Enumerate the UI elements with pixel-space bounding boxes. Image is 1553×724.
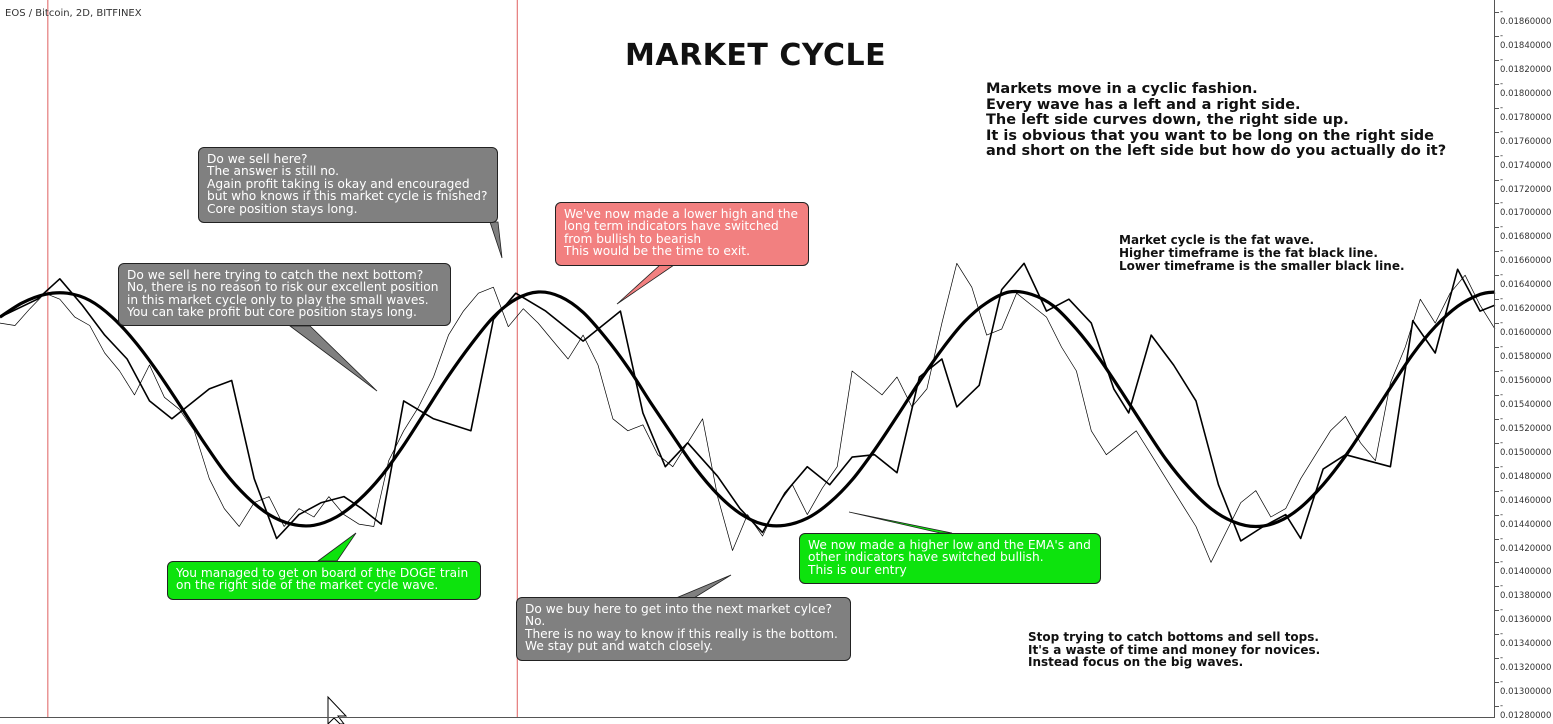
legend-note: Market cycle is the fat wave. Higher tim…: [1119, 233, 1405, 273]
y-axis-tick: [1495, 179, 1499, 181]
y-axis-tick-label: - 0.01520000: [1500, 413, 1552, 434]
y-axis-tick: [1495, 634, 1499, 636]
y-axis-tick-label: - 0.01740000: [1500, 150, 1552, 171]
y-axis-tick-label: - 0.01860000: [1500, 7, 1552, 27]
intro-note: Markets move in a cyclic fashion. Every …: [986, 81, 1447, 159]
y-axis-tick: [1495, 658, 1499, 660]
y-axis-tick: [1495, 323, 1499, 325]
y-axis-tick-label: - 0.01820000: [1500, 54, 1552, 75]
y-axis-tick-label: - 0.01760000: [1500, 126, 1552, 147]
y-axis-tick-label: - 0.01720000: [1500, 174, 1552, 195]
callout-higher-low: We now made a higher low and the EMA's a…: [799, 533, 1101, 584]
y-axis-tick-label: - 0.01300000: [1500, 677, 1552, 698]
y-axis-tick: [1495, 155, 1499, 157]
y-axis-tick: [1495, 562, 1499, 564]
y-axis-tick-label: - 0.01460000: [1500, 485, 1552, 506]
y-axis-tick-label: - 0.01320000: [1500, 653, 1552, 674]
pointer-doge: [316, 532, 357, 562]
pointer-higher-low: [848, 511, 953, 534]
series-layer: [0, 262, 1496, 563]
y-axis-tick: [1495, 466, 1499, 468]
y-axis-tick: [1495, 371, 1499, 372]
y-axis-tick-label: - 0.01500000: [1500, 437, 1552, 458]
y-axis-tick: [1495, 12, 1499, 13]
y-axis-tick-label: - 0.01340000: [1500, 629, 1552, 650]
mouse-cursor-icon: [327, 695, 348, 724]
callout-sell-again: Do we sell here? The answer is still no.…: [198, 147, 498, 223]
y-axis-tick: [1495, 251, 1499, 253]
symbol-label: EOS / Bitcoin, 2D, BITFINEX: [5, 8, 142, 19]
y-axis-tick: [1495, 514, 1499, 516]
callout-sell-bottom: Do we sell here trying to catch the next…: [118, 263, 451, 326]
y-axis-tick: [1495, 442, 1499, 444]
y-axis-tick: [1495, 203, 1499, 205]
y-axis-tick-label: - 0.01780000: [1500, 102, 1552, 123]
y-axis-tick-label: - 0.01620000: [1500, 294, 1552, 315]
y-axis-tick-label: - 0.01640000: [1500, 270, 1552, 291]
y-axis-tick: [1495, 682, 1499, 684]
y-axis-tick-label: - 0.01540000: [1500, 389, 1552, 410]
y-axis-tick-label: - 0.01440000: [1500, 509, 1552, 530]
callout-lower-high: We've now made a lower high and the long…: [555, 202, 809, 266]
vertical-markers: [47, 0, 518, 718]
y-axis-tick: [1495, 59, 1499, 61]
y-axis-tick-label: - 0.01700000: [1500, 198, 1552, 219]
pointer-lower-high: [616, 264, 676, 305]
series-market-cycle-wave: [0, 289, 1496, 529]
y-axis-tick-label: - 0.01660000: [1500, 246, 1552, 267]
y-axis-tick-label: - 0.01600000: [1500, 318, 1552, 339]
y-axis-tick-label: - 0.01420000: [1500, 533, 1552, 554]
callout-pointers: [288, 221, 953, 599]
y-axis-tick: [1495, 83, 1499, 85]
callout-doge: You managed to get on board of the DOGE …: [167, 561, 481, 600]
y-axis-tick: [1495, 35, 1499, 37]
y-axis-tick-label: - 0.01560000: [1500, 366, 1552, 386]
pointer-buy-here: [675, 574, 732, 599]
y-axis-tick-label: - 0.01840000: [1500, 30, 1552, 51]
y-axis-tick: [1495, 131, 1499, 133]
y-axis-tick-label: - 0.01480000: [1500, 461, 1552, 482]
y-axis-tick: [1495, 706, 1499, 707]
y-axis-tick-label: - 0.01380000: [1500, 581, 1552, 602]
y-axis-tick-label: - 0.01580000: [1500, 342, 1552, 362]
y-axis-tick: [1495, 275, 1499, 277]
y-axis-tick: [1495, 586, 1499, 588]
chart-title: MARKET CYCLE: [625, 38, 887, 73]
y-axis-tick: [1495, 610, 1499, 612]
y-axis-tick: [1495, 418, 1499, 420]
pointer-sell-bottom: [288, 325, 378, 392]
y-axis-tick: [1495, 299, 1499, 301]
y-axis-tick-label: - 0.01400000: [1500, 557, 1552, 578]
y-axis-tick: [1495, 394, 1499, 396]
y-axis-tick: [1495, 490, 1499, 492]
y-axis-tick: [1495, 538, 1499, 540]
y-axis-tick: [1495, 107, 1499, 109]
y-axis-tick-label: - 0.01680000: [1500, 222, 1552, 243]
y-axis-tick: [1495, 347, 1499, 348]
y-axis-tick-label: - 0.01800000: [1500, 78, 1552, 99]
y-axis-tick-label: - 0.01280000: [1500, 701, 1552, 721]
callout-buy-here: Do we buy here to get into the next mark…: [516, 597, 851, 661]
y-axis-tick: [1495, 227, 1499, 229]
series-lower-timeframe: [0, 262, 1496, 563]
pointer-sell-again: [489, 221, 503, 259]
stop-note: Stop trying to catch bottoms and sell to…: [1028, 630, 1321, 669]
y-axis-tick-label: - 0.01360000: [1500, 605, 1552, 626]
